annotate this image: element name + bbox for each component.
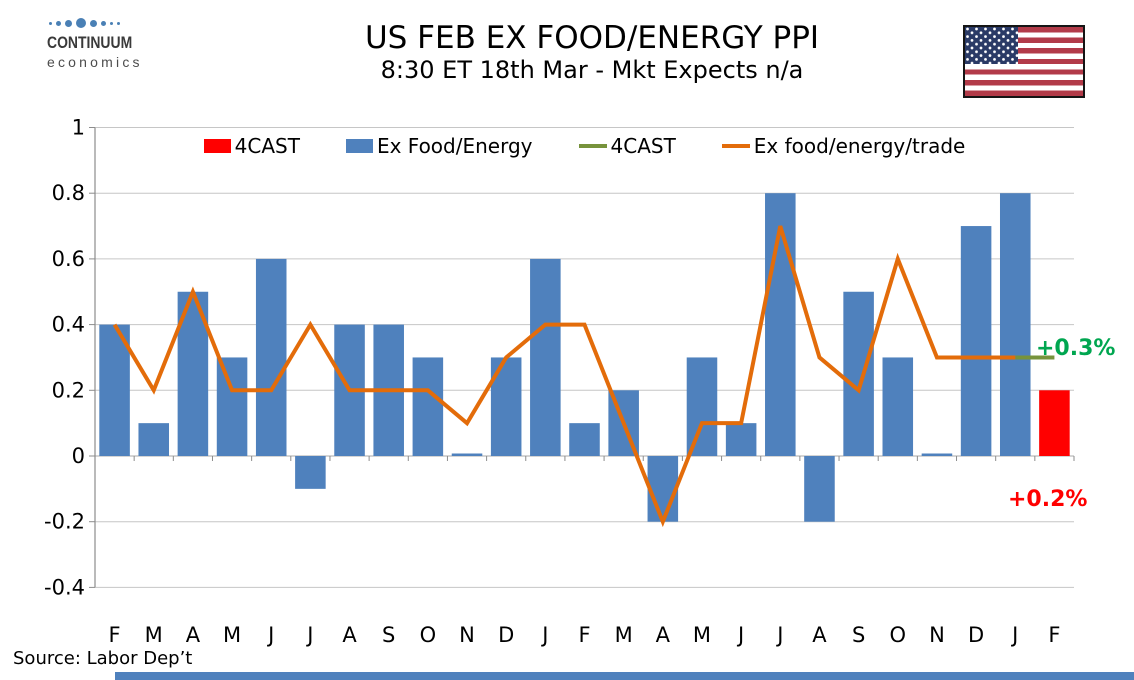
svg-text:J: J [266, 623, 274, 647]
legend-label: Ex Food/Energy [376, 134, 533, 158]
chart-legend: 4CAST Ex Food/Energy 4CAST Ex food/energy/t… [95, 133, 1074, 159]
svg-text:F: F [1048, 623, 1060, 647]
svg-text:D: D [498, 623, 514, 647]
logo-name: CONTINUUM [47, 33, 133, 52]
svg-text:M: M [615, 623, 633, 647]
logo-subname: economics [47, 54, 143, 70]
footer-accent-bar [115, 672, 1134, 680]
legend-swatch-line [578, 144, 607, 148]
svg-text:0.6: 0.6 [52, 247, 85, 271]
source-note: Source: Labor Dep’t [13, 648, 193, 669]
us-flag-icon [963, 25, 1085, 98]
annotation-forecast-line: +0.3% [1036, 336, 1116, 361]
svg-text:N: N [459, 623, 475, 647]
legend-label: 4CAST [610, 134, 676, 158]
page-title: US FEB EX FOOD/ENERGY PPI [364, 20, 820, 56]
svg-text:M: M [223, 623, 241, 647]
svg-text:0.4: 0.4 [52, 313, 85, 337]
svg-text:0.2: 0.2 [52, 378, 85, 402]
svg-text:O: O [420, 623, 437, 647]
legend-item: Ex food/energy/trade [721, 134, 966, 158]
svg-text:0.8: 0.8 [52, 181, 85, 205]
svg-text:J: J [736, 623, 744, 647]
svg-text:S: S [852, 623, 865, 647]
us-flag-canton [965, 27, 1018, 64]
legend-item: Ex Food/Energy [345, 134, 533, 158]
svg-text:A: A [186, 623, 201, 647]
legend-label: Ex food/energy/trade [753, 134, 966, 158]
svg-text:O: O [890, 623, 907, 647]
svg-text:-0.4: -0.4 [44, 575, 85, 599]
svg-text:1: 1 [72, 116, 85, 140]
logo-dots-icon [49, 17, 151, 29]
svg-text:D: D [968, 623, 984, 647]
svg-text:A: A [656, 623, 671, 647]
svg-text:0: 0 [72, 444, 85, 468]
svg-text:N: N [929, 623, 945, 647]
svg-text:J: J [305, 623, 313, 647]
svg-text:M: M [145, 623, 163, 647]
legend-item: 4CAST [578, 134, 676, 158]
svg-text:J: J [1010, 623, 1018, 647]
svg-text:F: F [578, 623, 590, 647]
continuum-economics-logo: CONTINUUM economics [47, 17, 151, 70]
svg-text:-0.2: -0.2 [44, 510, 85, 534]
legend-swatch-line [721, 144, 750, 148]
svg-text:J: J [540, 623, 548, 647]
svg-text:J: J [775, 623, 783, 647]
svg-text:A: A [342, 623, 357, 647]
legend-swatch-bar [203, 139, 231, 153]
legend-swatch-bar [345, 139, 373, 153]
svg-text:S: S [382, 623, 395, 647]
svg-text:A: A [812, 623, 827, 647]
legend-label: 4CAST [234, 134, 300, 158]
legend-item: 4CAST [203, 134, 300, 158]
annotation-forecast-bar: +0.2% [1008, 487, 1088, 512]
svg-text:M: M [693, 623, 711, 647]
title-block: US FEB EX FOOD/ENERGY PPI 8:30 ET 18th M… [140, 20, 1044, 84]
page-subtitle: 8:30 ET 18th Mar - Mkt Expects n/a [380, 56, 804, 84]
svg-text:F: F [109, 623, 121, 647]
